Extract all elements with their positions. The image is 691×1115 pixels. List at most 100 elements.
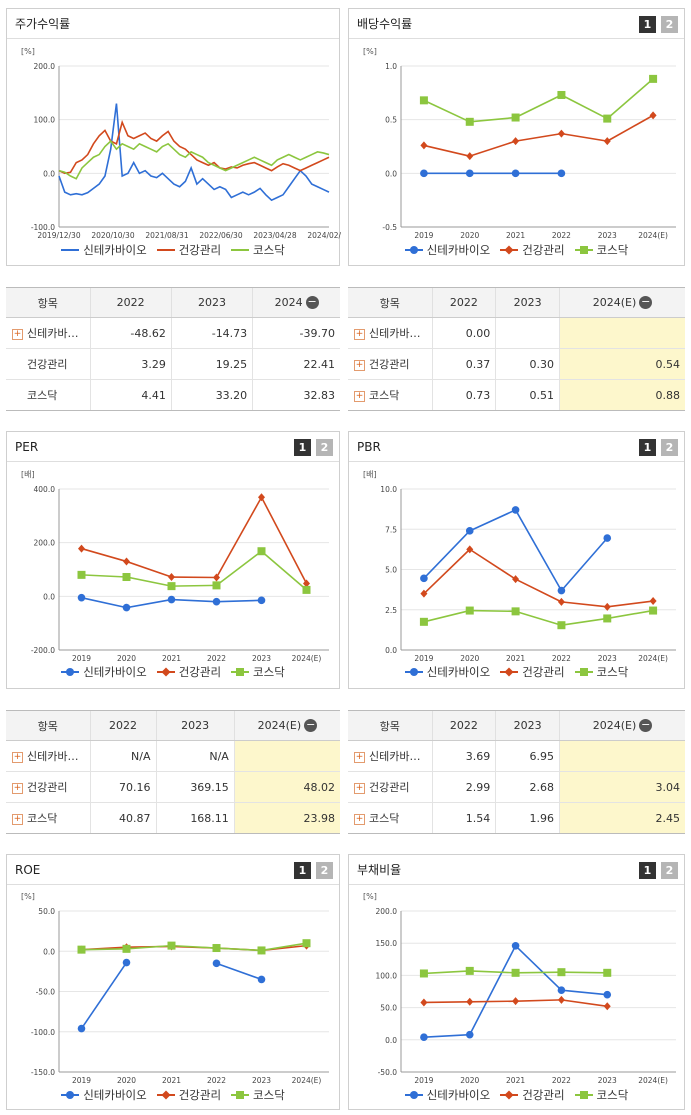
collapse-minus-icon[interactable]: − [305, 295, 319, 310]
table-row: + 코스닥 40.87 168.11 23.98 [6, 802, 340, 834]
column-header: 2023 [495, 287, 560, 318]
x-tick-label: 2023/04/28 [253, 231, 296, 240]
legend-item[interactable]: 코스닥 [574, 1087, 628, 1103]
expand-plus-icon[interactable]: + [354, 328, 365, 340]
legend-item[interactable]: 코스닥 [231, 664, 285, 680]
data-point [603, 137, 611, 146]
data-point [258, 493, 265, 502]
legend-swatch [231, 245, 250, 255]
expand-plus-icon[interactable]: + [354, 782, 365, 794]
table-cell: 6.95 [495, 740, 560, 772]
legend-item[interactable]: 건강관리 [500, 242, 565, 258]
chart-legend: 신테카바이오 건강관리 코스닥 [349, 242, 684, 258]
table-cell: 19.25 [170, 348, 253, 380]
expand-plus-icon[interactable]: + [12, 751, 23, 763]
expand-plus-icon[interactable]: + [354, 390, 365, 402]
table-cell: 0.00 [431, 317, 496, 349]
tab-1[interactable]: 1 [294, 439, 311, 456]
data-point [212, 597, 221, 606]
y-tick-label: 0.0 [385, 169, 397, 178]
series-line-segment [515, 578, 562, 603]
x-tick-label: 2023 [252, 654, 271, 663]
expand-plus-icon[interactable]: + [12, 782, 23, 794]
table-cell: 0.88 [559, 379, 685, 411]
table-row: 건강관리 3.29 19.25 22.41 [6, 348, 340, 380]
legend-item[interactable]: 코스닥 [231, 242, 285, 258]
series-line [58, 103, 330, 202]
legend-item[interactable]: 신테카바이오 [404, 664, 490, 680]
tab-1[interactable]: 1 [294, 862, 311, 879]
expand-plus-icon[interactable]: + [12, 813, 23, 825]
tab-2[interactable]: 2 [661, 439, 678, 456]
legend-swatch [156, 667, 175, 677]
table-row: + 신테카바… N/A N/A [6, 740, 340, 772]
column-header: 2023 [495, 710, 560, 741]
tab-2[interactable]: 2 [661, 862, 678, 879]
legend-item[interactable]: 건강관리 [500, 664, 565, 680]
tab-2[interactable]: 2 [316, 862, 333, 879]
expand-plus-icon[interactable]: + [354, 813, 365, 825]
panel-title: 부채비율 [349, 855, 684, 885]
series-line-segment [81, 574, 127, 578]
data-point [77, 593, 86, 602]
series-line-segment [423, 530, 471, 579]
tab-1[interactable]: 1 [639, 439, 656, 456]
legend-item[interactable]: 신테카바이오 [404, 1087, 490, 1103]
series-line-segment [607, 609, 654, 620]
legend-item[interactable]: 코스닥 [574, 242, 629, 258]
legend-item[interactable]: 건강관리 [500, 1087, 565, 1103]
legend-item[interactable]: 신테카바이오 [404, 242, 490, 258]
data-point [511, 941, 520, 950]
series-line-segment [126, 598, 172, 609]
collapse-minus-icon[interactable]: − [639, 718, 653, 733]
expand-plus-icon[interactable]: + [354, 359, 365, 371]
legend-item[interactable]: 신테카바이오 [61, 242, 147, 258]
collapse-minus-icon[interactable]: − [304, 718, 318, 733]
series-line-segment [171, 944, 217, 949]
y-tick-label: 0.0 [43, 592, 55, 601]
legend-item[interactable]: 코스닥 [574, 664, 628, 680]
series-line-segment [561, 601, 608, 608]
legend-swatch [404, 667, 423, 677]
tab-2[interactable]: 2 [316, 439, 333, 456]
tab-2[interactable]: 2 [661, 16, 678, 33]
legend-item[interactable]: 건강관리 [156, 664, 222, 680]
table-cell: -14.73 [170, 317, 253, 349]
legend-label: 건강관리 [178, 1088, 222, 1102]
x-tick-label: 2022 [552, 231, 571, 240]
x-tick-label: 2021 [506, 1076, 525, 1085]
data-point [557, 995, 565, 1004]
column-header: 2023 [170, 287, 253, 318]
legend-item[interactable]: 신테카바이오 [61, 1087, 147, 1103]
expand-plus-icon[interactable]: + [354, 751, 365, 763]
legend-label: 건강관리 [178, 665, 222, 679]
legend-item[interactable]: 신테카바이오 [61, 664, 147, 680]
series-line-segment [216, 947, 262, 952]
series-line-segment [216, 599, 262, 603]
legend-item[interactable]: 코스닥 [231, 1087, 285, 1103]
series-line-segment [561, 989, 608, 996]
table-cell: 0.54 [559, 348, 685, 380]
expand-plus-icon[interactable]: + [12, 328, 23, 340]
tab-1[interactable]: 1 [639, 862, 656, 879]
series-line-segment [469, 140, 516, 157]
legend-label: 코스닥 [596, 243, 629, 257]
y-tick-label: 10.0 [380, 485, 397, 494]
column-header: 2022 [431, 710, 496, 741]
column-header: 2022 [89, 287, 172, 318]
table-cell [559, 740, 685, 772]
y-tick-label: -50.0 [36, 988, 56, 997]
legend-item[interactable]: 건강관리 [156, 1087, 222, 1103]
collapse-minus-icon[interactable]: − [639, 295, 653, 310]
data-point [420, 141, 428, 150]
tab-1[interactable]: 1 [639, 16, 656, 33]
series-line-segment [515, 971, 562, 974]
series-line-segment [515, 945, 562, 991]
legend-item[interactable]: 건강관리 [156, 242, 221, 258]
data-point [649, 111, 657, 120]
data-point [257, 975, 266, 984]
x-tick-label: 2021 [506, 654, 525, 663]
data-point [557, 597, 565, 606]
data-point [603, 114, 612, 123]
